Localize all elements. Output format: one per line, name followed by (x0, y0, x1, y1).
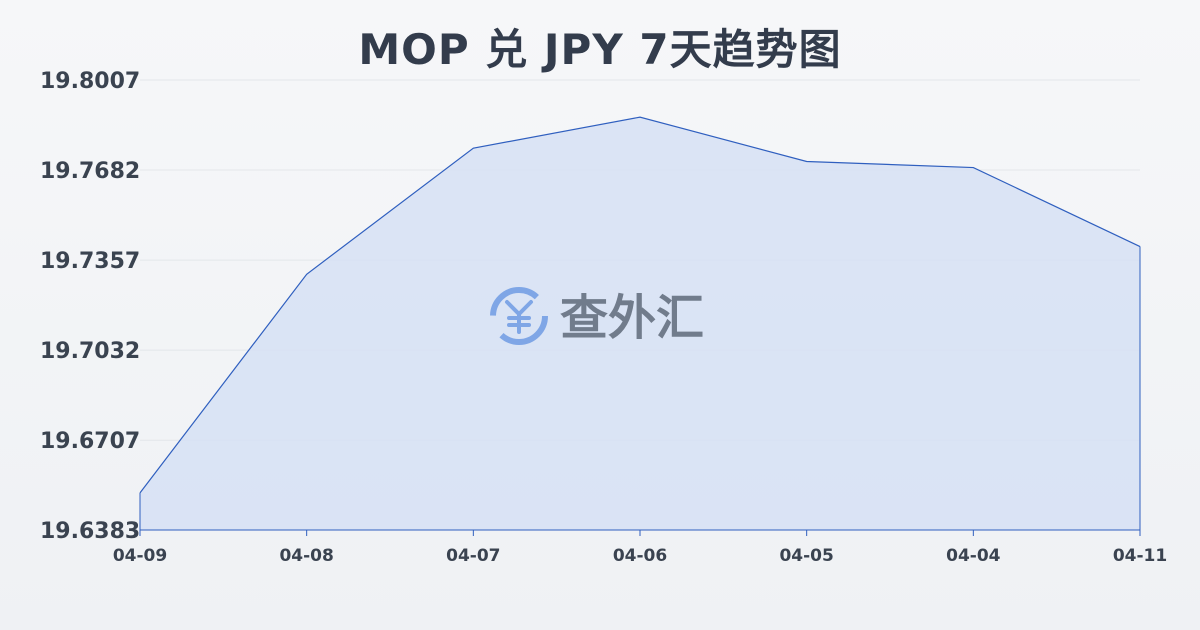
x-tick-label: 04-09 (113, 546, 167, 566)
area-fill (140, 117, 1140, 530)
x-tick-label: 04-08 (279, 546, 333, 566)
area-layer (139, 116, 1141, 530)
x-tick-label: 04-05 (779, 546, 833, 566)
axis-layer: 19.8007 19.7682 19.7357 19.7032 19.6707 19.63… (40, 69, 1167, 566)
x-tick-label: 04-07 (446, 546, 500, 566)
y-tick-label: 19.7357 (40, 249, 140, 274)
y-tick-label: 19.8007 (40, 69, 140, 94)
x-tick-label: 04-04 (946, 546, 1001, 566)
x-tick-label: 04-11 (1113, 546, 1167, 566)
y-tick-label: 19.6707 (40, 429, 140, 454)
watermark-text: 查外汇 (560, 290, 704, 346)
x-tick-label: 04-06 (613, 546, 667, 566)
watermark: 查外汇 (490, 287, 704, 346)
chart-title: MOP 兑 JPY 7天趋势图 (358, 25, 842, 74)
y-tick-label: 19.7682 (40, 159, 140, 184)
series-line (139, 116, 1141, 494)
y-tick-label: 19.6383 (40, 519, 140, 544)
yen-exchange-icon (490, 287, 548, 345)
y-tick-label: 19.7032 (40, 339, 140, 364)
